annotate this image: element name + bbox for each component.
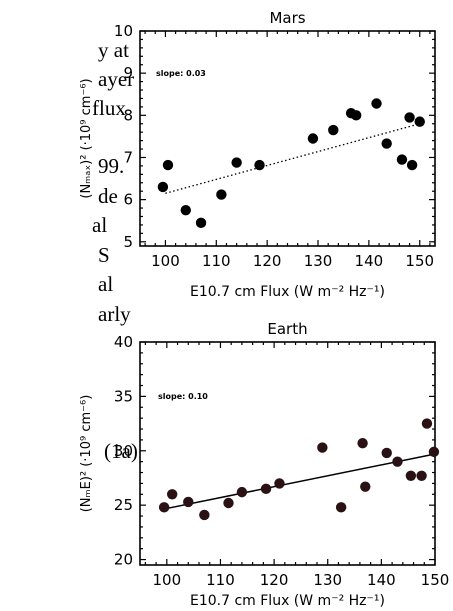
body-text-line: y at [98, 38, 129, 62]
data-point [406, 159, 418, 171]
data-point [396, 154, 408, 165]
data-point [405, 470, 417, 481]
x-axis-label: E10.7 cm Flux (W m⁻² Hz⁻¹) [190, 284, 385, 300]
fit-line [165, 123, 420, 194]
x-tick-label: 120 [253, 252, 282, 270]
body-text-line: al [92, 213, 108, 237]
data-point [350, 110, 362, 121]
y-tick-label: 6 [123, 191, 133, 209]
y-tick-label: 10 [114, 22, 133, 40]
data-point [216, 189, 227, 200]
fit-line [166, 453, 436, 510]
body-text-line: arly [98, 302, 131, 326]
body-text-line: flux [92, 96, 126, 120]
x-tick-label: 140 [367, 571, 396, 589]
data-point [371, 98, 382, 109]
x-tick-label: 140 [355, 252, 384, 270]
data-point [416, 470, 427, 481]
data-point [223, 497, 234, 509]
y-tick-label: 40 [114, 333, 133, 351]
data-point [236, 486, 248, 498]
y-tick-label: 30 [114, 442, 133, 460]
data-point [157, 181, 169, 193]
slope-annotation: slope: 0.03 [156, 69, 206, 78]
data-point [199, 509, 210, 521]
y-axis-label: (Nₘₐₓ)² (·10⁹ cm⁻⁶) [79, 78, 94, 198]
x-tick-label: 150 [421, 571, 450, 589]
data-point [317, 442, 328, 453]
body-text-line: S [98, 243, 110, 267]
chart-title: Mars [269, 9, 305, 27]
data-point [260, 483, 272, 495]
chart-title: Earth [267, 320, 307, 338]
y-tick-label: 25 [114, 496, 133, 514]
x-tick-label: 120 [260, 571, 289, 589]
data-point [166, 489, 178, 500]
data-point [162, 159, 174, 171]
y-tick-label: 35 [114, 387, 133, 405]
data-point [195, 217, 207, 229]
x-tick-label: 130 [313, 571, 342, 589]
y-tick-label: 7 [123, 148, 133, 166]
mars-chart-group: Mars 100 110 120 130 140 150 5 6 7 8 9 10 E10.7 cm Fl… [79, 9, 436, 300]
data-point [254, 159, 265, 171]
x-tick-label: 100 [151, 252, 180, 270]
data-point [404, 112, 415, 123]
data-point [421, 418, 433, 429]
y-tick-label: 20 [114, 551, 133, 569]
y-tick-label: 8 [123, 106, 133, 124]
body-text-line: de [98, 184, 118, 208]
body-text-line: al [98, 272, 114, 296]
data-point [183, 496, 194, 508]
slope-annotation: slope: 0.10 [158, 392, 208, 401]
data-point [180, 204, 191, 216]
data-point [335, 502, 347, 513]
data-point [307, 133, 319, 144]
x-tick-label: 110 [206, 571, 235, 589]
data-point [381, 138, 392, 149]
x-tick-label: 110 [202, 252, 231, 270]
data-point [328, 124, 339, 136]
data-point [392, 456, 403, 467]
data-point [360, 481, 371, 492]
body-text-line: ayer [98, 67, 135, 91]
data-point [428, 446, 440, 458]
y-axis-label: (NₘE)² (·10⁹ cm⁻⁶) [79, 395, 94, 513]
data-point [414, 116, 425, 127]
data-point [357, 437, 368, 449]
equation-label: (1a) [104, 439, 138, 463]
x-tick-label: 100 [152, 571, 181, 589]
body-text-line: 99. [98, 154, 125, 178]
y-tick-label: 9 [123, 64, 133, 82]
data-point [274, 478, 285, 489]
x-axis-label: E10.7 cm Flux (W m⁻² Hz⁻¹) [190, 593, 385, 609]
earth-chart-group: Earth 100 110 120 130 140 150 20 25 30 35 40 E10.7 c… [79, 320, 449, 609]
data-point [381, 447, 392, 459]
x-tick-label: 150 [405, 252, 434, 270]
x-tick-label: 130 [304, 252, 333, 270]
y-tick-label: 5 [123, 233, 133, 251]
data-point [231, 157, 242, 168]
data-point [158, 502, 170, 513]
